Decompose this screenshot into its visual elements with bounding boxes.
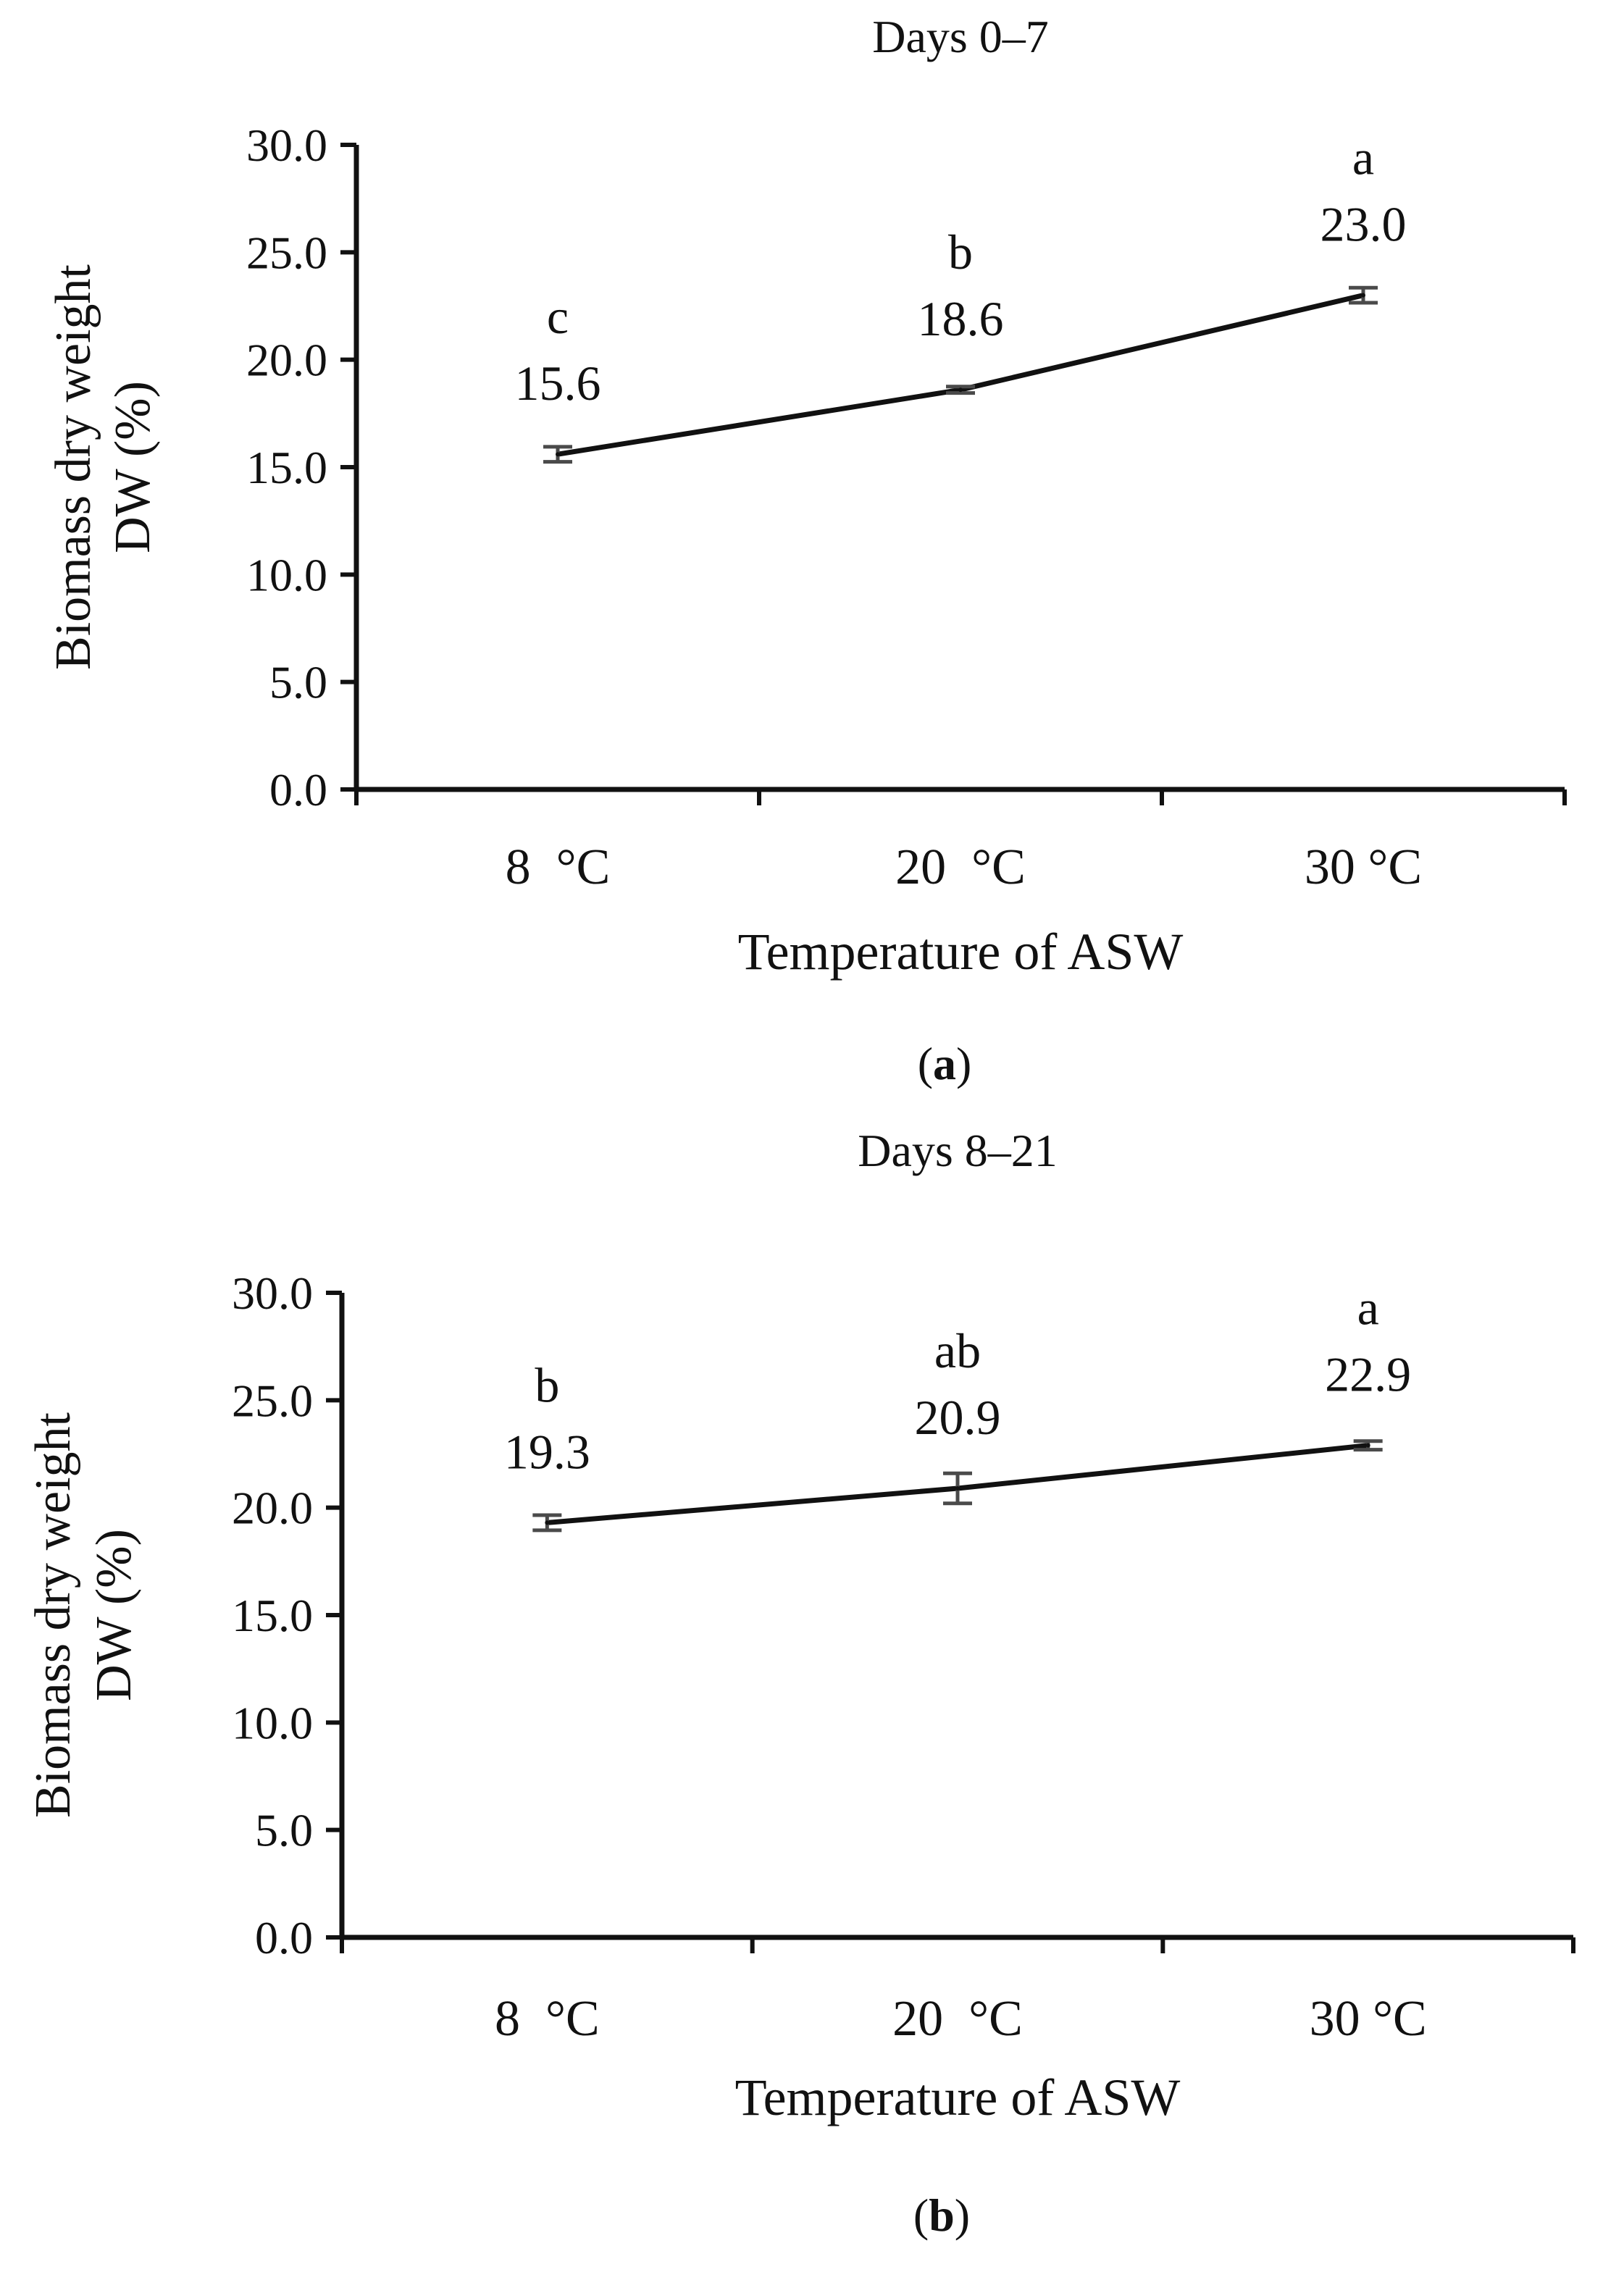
panel-b-y-tick-label: 20.0: [232, 1483, 313, 1534]
panel-b-data-label: 20.9: [915, 1390, 1001, 1445]
panel-b-significance-letter: b: [535, 1357, 559, 1412]
panel-b-panel-letter: b: [929, 2189, 955, 2241]
panel-a-data-point: [556, 452, 560, 457]
panel-a-y-axis-label-line1: Biomass dry weight: [46, 264, 101, 670]
panel-a-data-label: 23.0: [1320, 197, 1407, 252]
panel-a-data-label: 18.6: [918, 291, 1004, 346]
panel-b-data-point: [955, 1485, 960, 1491]
panel-a-chart-title: Days 0–7: [872, 11, 1049, 62]
panel-b-y-tick-label: 30.0: [232, 1267, 313, 1319]
panel-b-x-tick-label: 20 °C: [892, 1991, 1023, 2047]
panel-b-significance-letter: ab: [934, 1323, 981, 1378]
panel-a-x-tick-label: 8 °C: [506, 839, 611, 895]
panel-b-y-tick-label: 10.0: [232, 1697, 313, 1748]
panel-a-y-tick-label: 30.0: [246, 120, 327, 171]
panel-a-data-label: 15.6: [515, 356, 601, 411]
panel-a-panel-letter: a: [933, 1038, 956, 1089]
panel-a-significance-letter: a: [1352, 130, 1374, 185]
panel-b-y-axis-label-line1: Biomass dry weight: [25, 1412, 81, 1818]
panel-a-y-axis-label-line2: DW (%): [105, 381, 161, 553]
panel-a-significance-letter: c: [547, 289, 569, 344]
panel-a-data-point: [958, 387, 963, 393]
panel-b-y-tick-label: 25.0: [232, 1375, 313, 1426]
panel-b-panel-label: (b): [913, 2189, 970, 2241]
panel-a-x-tick-label: 20 °C: [895, 839, 1026, 895]
panel-b-data-label: 22.9: [1325, 1347, 1411, 1402]
panel-a-y-tick-label: 20.0: [246, 335, 327, 386]
panel-b-y-tick-label: 5.0: [255, 1805, 313, 1856]
panel-b-y-axis-label-line2: DW (%): [86, 1529, 142, 1701]
panel-b-y-tick-label: 15.0: [232, 1590, 313, 1641]
panel-a-x-tick-label: 30 °C: [1305, 839, 1422, 895]
panel-b-x-tick-label: 8 °C: [495, 1991, 600, 2047]
panel-b-data-point: [545, 1520, 550, 1525]
panel-a-y-tick-label: 0.0: [269, 764, 327, 816]
panel-a-significance-letter: b: [948, 225, 973, 280]
panel-b-x-axis-label: Temperature of ASW: [735, 2068, 1181, 2126]
panel-b-significance-letter: a: [1357, 1280, 1379, 1336]
panel-b-data-point: [1365, 1443, 1370, 1448]
panel-b-chart-title: Days 8–21: [858, 1125, 1058, 1176]
panel-a-y-tick-label: 5.0: [269, 657, 327, 708]
panel-a-data-point: [1361, 293, 1365, 298]
panel-b-x-tick-label: 30 °C: [1310, 1991, 1427, 2047]
panel-b-y-tick-label: 0.0: [255, 1912, 313, 1963]
panel-b-data-label: 19.3: [504, 1424, 590, 1479]
panel-a-y-tick-label: 25.0: [246, 227, 327, 278]
panel-a-y-tick-label: 15.0: [246, 442, 327, 493]
panel-a-y-tick-label: 10.0: [246, 549, 327, 600]
panel-a-panel-label: (a): [918, 1038, 972, 1089]
panel-a-x-axis-label: Temperature of ASW: [738, 923, 1184, 981]
